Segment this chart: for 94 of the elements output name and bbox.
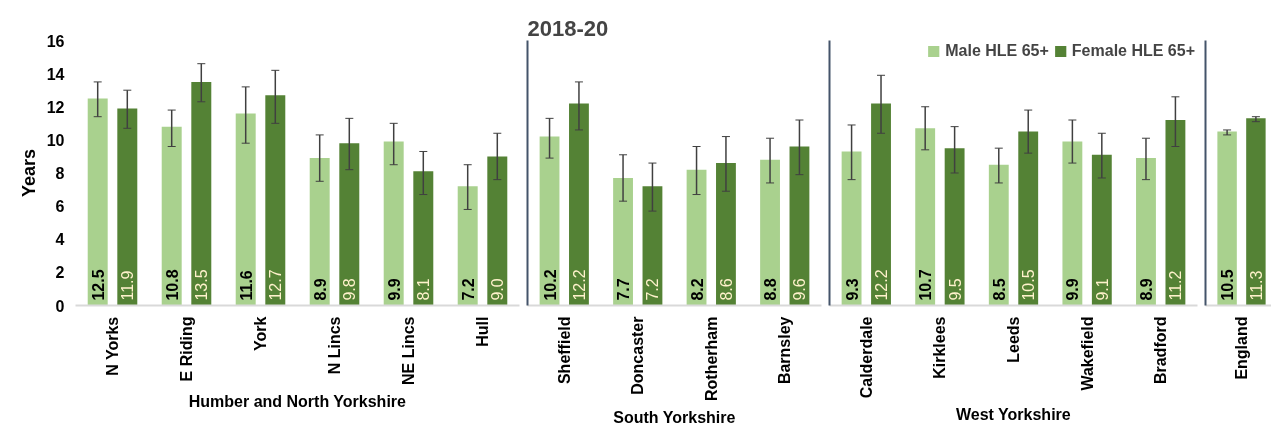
bar: [457, 186, 478, 306]
data-label: 10.8: [163, 269, 181, 301]
x-tick-label: England: [1233, 316, 1250, 380]
y-tick-label: 2: [55, 264, 65, 282]
bar: [686, 169, 707, 306]
y-axis-title: Years: [18, 148, 39, 198]
legend-label: Male HLE 65+: [945, 42, 1049, 60]
x-tick-label: Doncaster: [629, 316, 647, 395]
bar: [789, 146, 810, 306]
y-tick-label: 12: [46, 98, 65, 116]
bar: [871, 103, 891, 306]
data-label: 9.0: [489, 278, 507, 301]
data-label: 8.9: [311, 278, 329, 301]
data-label: 8.2: [688, 278, 706, 301]
data-label: 12.2: [873, 269, 891, 301]
data-label: 11.2: [1167, 270, 1185, 301]
data-label: 7.2: [644, 278, 662, 301]
y-tick-label: 8: [55, 165, 65, 182]
y-tick-label: 14: [46, 65, 65, 83]
x-tick-label: York: [252, 316, 269, 351]
bar: [87, 98, 108, 306]
data-label: 8.5: [990, 278, 1008, 301]
data-label: 12.2: [570, 269, 588, 301]
bar: [760, 159, 780, 306]
x-tick-label: Rotherham: [702, 316, 720, 401]
bar: [642, 186, 663, 306]
bar: [569, 103, 589, 306]
bar: [1091, 154, 1112, 306]
data-label: 9.9: [1064, 278, 1082, 301]
bar: [841, 151, 862, 306]
bar: [1136, 158, 1156, 306]
data-label: 8.1: [415, 278, 433, 301]
x-tick-label: N Yorks: [104, 316, 121, 376]
x-axis-title: West Yorkshire: [956, 406, 1071, 424]
bar: [613, 177, 633, 306]
bar: [1018, 131, 1039, 306]
bar: [487, 156, 508, 306]
bar: [117, 108, 138, 306]
bar: [716, 163, 736, 306]
bar: [1165, 120, 1186, 306]
data-label: 8.9: [1137, 278, 1155, 301]
data-label: 10.7: [917, 269, 935, 301]
x-tick-label: E Riding: [178, 316, 195, 382]
x-tick-label: Bradford: [1152, 316, 1170, 385]
data-label: 11.6: [237, 270, 255, 301]
x-tick-label: Kirklees: [931, 316, 949, 379]
data-label: 11.9: [119, 270, 137, 301]
bar: [383, 141, 404, 306]
data-label: 10.5: [1219, 269, 1237, 301]
x-tick-label: Sheffield: [555, 316, 573, 385]
x-tick-label: Hull: [474, 316, 491, 347]
x-axis-title: Humber and North Yorkshire: [188, 392, 407, 410]
data-label: 10.2: [541, 269, 559, 301]
x-tick-label: Barnsley: [776, 316, 794, 385]
data-label: 9.5: [946, 278, 964, 301]
data-label: 9.8: [341, 278, 359, 301]
bar: [539, 136, 560, 306]
data-label: 7.7: [615, 278, 633, 301]
x-tick-label: NE Lincs: [400, 316, 417, 385]
data-label: 11.3: [1247, 270, 1265, 301]
data-label: 12.7: [267, 269, 285, 301]
chart-title: 2018-20: [527, 15, 609, 41]
y-tick-label: 6: [55, 198, 65, 216]
y-tick-label: 4: [55, 231, 65, 249]
data-label: 9.6: [791, 278, 809, 301]
bar: [191, 81, 212, 306]
x-tick-label: Calderdale: [857, 316, 875, 399]
bar: [413, 171, 434, 306]
bar: [235, 113, 256, 306]
bar: [915, 128, 936, 306]
bar: [988, 164, 1009, 306]
bar: [944, 148, 965, 306]
data-label: 9.3: [843, 278, 861, 301]
bar: [309, 158, 330, 306]
x-tick-label: N Lincs: [326, 316, 343, 375]
data-label: 9.1: [1093, 278, 1111, 301]
bar: [1062, 141, 1083, 306]
y-tick-label: 16: [46, 32, 65, 50]
data-label: 13.5: [193, 269, 211, 301]
y-tick-label: 10: [46, 131, 65, 149]
data-label: 8.8: [762, 278, 780, 301]
y-tick-label: 0: [55, 297, 65, 315]
bar: [265, 95, 286, 306]
data-label: 9.9: [385, 278, 403, 301]
data-label: 8.6: [717, 278, 735, 301]
bar: [339, 143, 360, 306]
legend-label: Female HLE 65+: [1071, 42, 1195, 60]
x-axis-title: South Yorkshire: [613, 408, 736, 426]
data-label: 12.5: [89, 269, 107, 301]
data-label: 7.2: [459, 278, 477, 301]
bar: [161, 126, 182, 306]
x-tick-label: Leeds: [1005, 316, 1022, 363]
data-label: 10.5: [1020, 269, 1038, 301]
x-tick-label: Wakefield: [1078, 316, 1096, 391]
